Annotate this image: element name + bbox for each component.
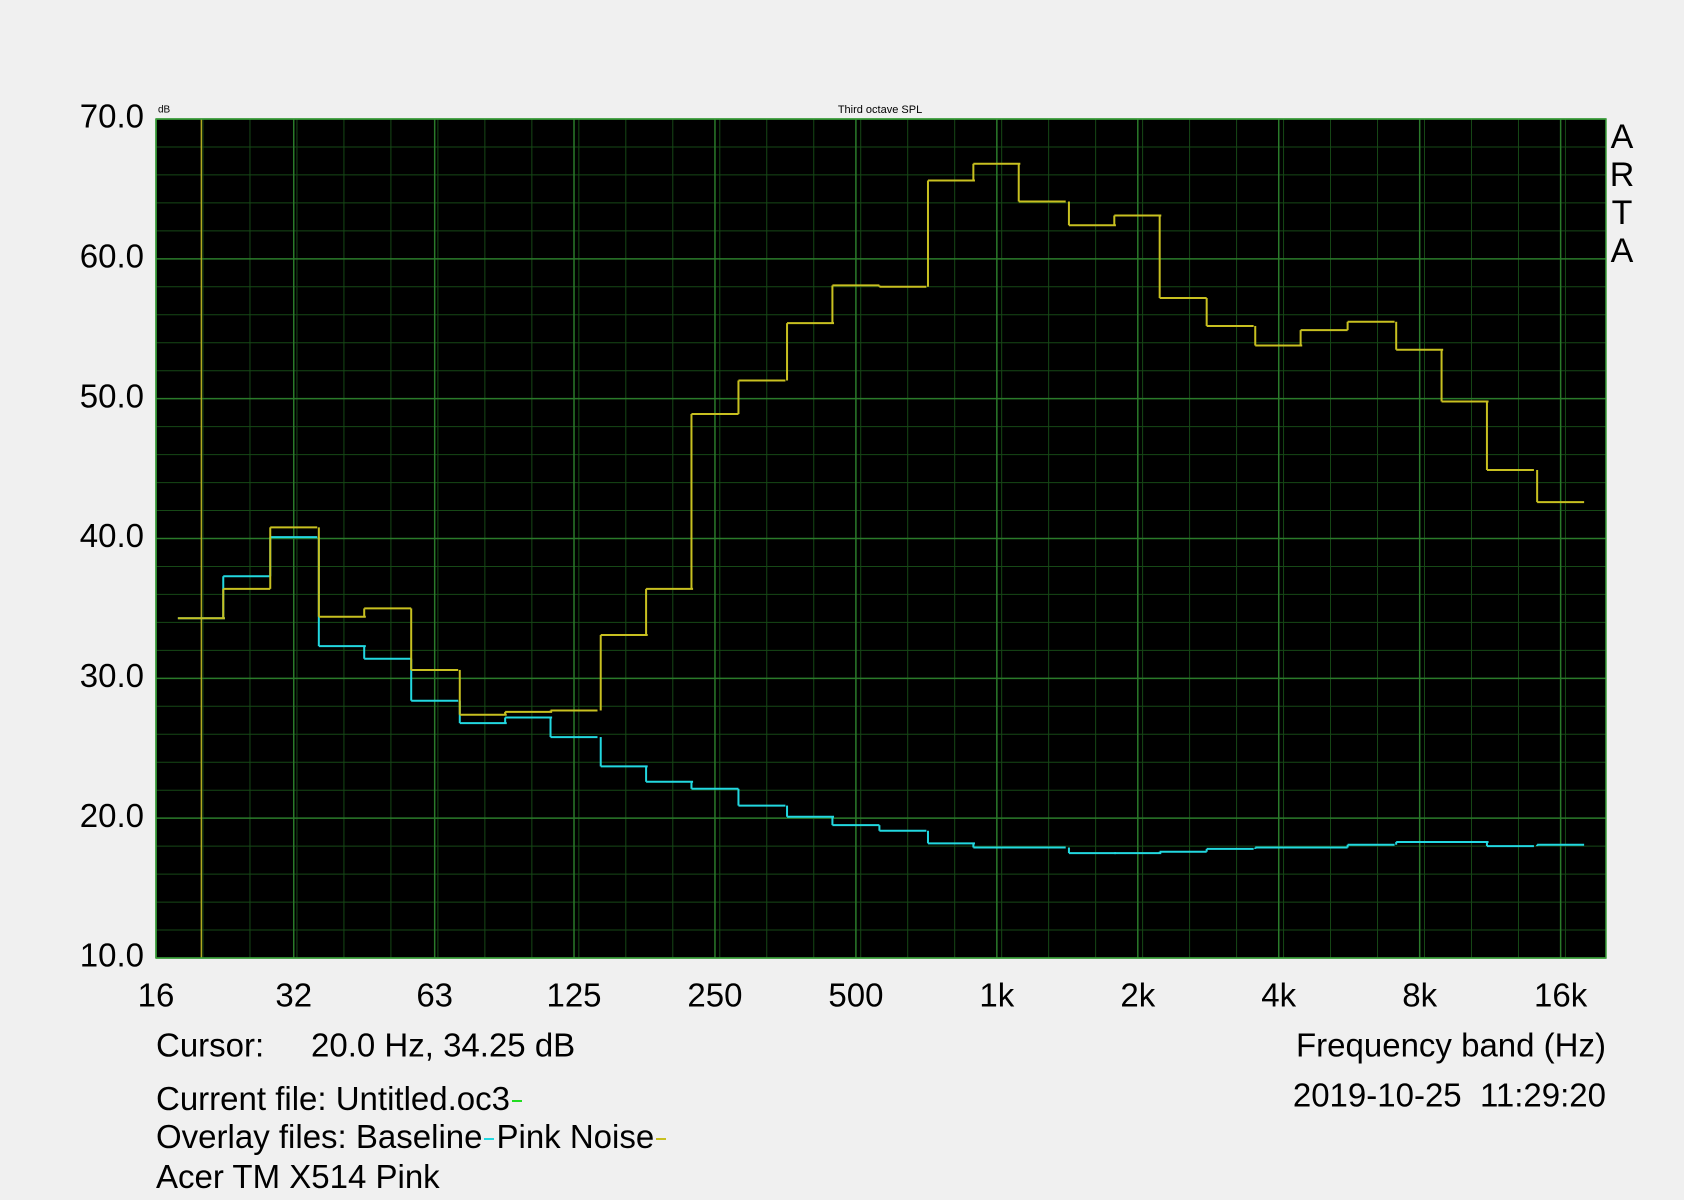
timestamp: 2019-10-25 11:29:20: [1293, 1077, 1606, 1114]
y-tick-label: 30.0: [80, 657, 144, 694]
brand-letter: T: [1612, 194, 1633, 232]
y-tick-label: 20.0: [80, 797, 144, 834]
brand-letter: R: [1610, 156, 1635, 194]
x-tick-label: 63: [416, 977, 453, 1014]
x-tick-label: 500: [828, 977, 883, 1014]
x-tick-label: 8k: [1402, 977, 1437, 1014]
cursor-label: Cursor:: [156, 1027, 264, 1064]
x-tick-label: 16: [138, 977, 175, 1014]
x-tick-label: 125: [546, 977, 601, 1014]
x-tick-label: 250: [687, 977, 742, 1014]
x-tick-label: 2k: [1120, 977, 1155, 1014]
current-file-text: Current file: Untitled.oc3: [156, 1080, 510, 1117]
x-tick-label: 1k: [979, 977, 1014, 1014]
x-tick-label: 16k: [1534, 977, 1588, 1014]
overlay-label: Overlay files:: [156, 1118, 347, 1155]
y-tick-label: 50.0: [80, 377, 144, 414]
legend-entry: Pink Noise: [496, 1118, 655, 1155]
x-tick-label: 4k: [1261, 977, 1296, 1014]
plot-border: [155, 118, 1607, 959]
x-axis-label: Frequency band (Hz): [1296, 1027, 1606, 1064]
current-file: Current file: Untitled.oc3: [156, 1082, 524, 1115]
legend-marker: [484, 1138, 495, 1141]
legend-marker: [512, 1100, 522, 1103]
overlay-legend: Overlay files: Baseline Pink Noise: [156, 1120, 668, 1153]
y-tick-label: 40.0: [80, 517, 144, 554]
cursor-readout: 20.0 Hz, 34.25 dB: [311, 1027, 575, 1064]
grid: [155, 118, 1606, 959]
note: Acer TM X514 Pink: [156, 1158, 440, 1195]
y-tick-label: 60.0: [80, 238, 144, 275]
y-tick-label: 70.0: [80, 98, 144, 135]
brand-letter: A: [1611, 232, 1634, 270]
x-tick-label: 32: [275, 977, 312, 1014]
chart-title: Third octave SPL: [838, 104, 922, 116]
brand-letter: A: [1611, 118, 1634, 156]
y-unit: dB: [158, 105, 171, 116]
legend-entry: Baseline: [355, 1118, 483, 1155]
marks: [177, 119, 1585, 958]
y-tick-label: 10.0: [80, 937, 144, 974]
legend-marker: [656, 1138, 667, 1141]
